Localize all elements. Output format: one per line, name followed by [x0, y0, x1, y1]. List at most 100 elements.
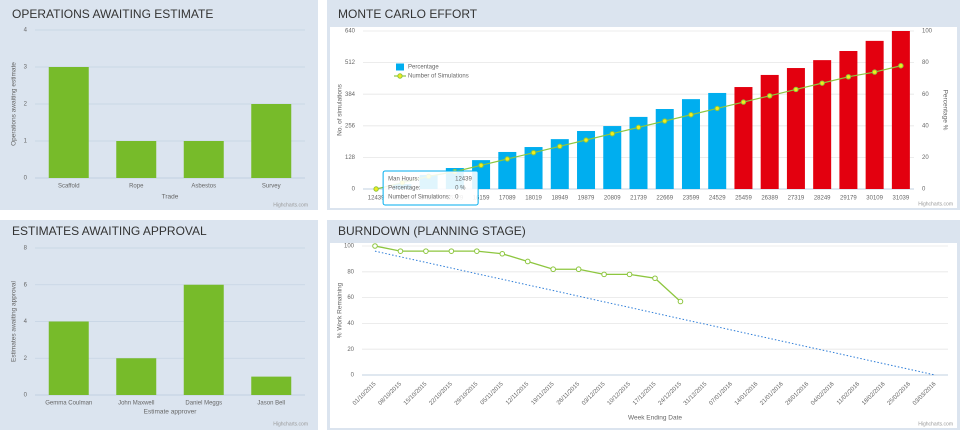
credits: Highcharts.com: [273, 421, 308, 427]
y2-axis-label: Percentage %: [941, 90, 948, 131]
bar: [116, 358, 157, 395]
y2-tick-label: 20: [922, 155, 929, 161]
marker: [652, 275, 658, 282]
panel: [0, 220, 318, 430]
marker: [524, 258, 531, 265]
x-tick-label: 20809: [604, 196, 621, 202]
y-tick-label: 0: [352, 187, 356, 193]
tooltip-label: Man Hours:: [388, 177, 419, 183]
x-tick-label: Survey: [262, 184, 281, 190]
x-tick-label: Daniel Meggs: [185, 401, 222, 407]
y-axis-label: % Work Remaining: [337, 282, 344, 338]
bar: [577, 130, 596, 189]
tooltip-value: 12439: [455, 177, 472, 183]
x-tick-label: 28249: [814, 196, 831, 202]
marker: [550, 266, 556, 273]
legend-marker: [397, 73, 403, 79]
y-tick-label: 384: [345, 92, 356, 98]
marker: [871, 69, 878, 75]
bar: [891, 31, 910, 189]
x-tick-label: 18949: [551, 196, 568, 202]
panel-title: BURNDOWN (PLANNING STAGE): [338, 224, 526, 238]
bar: [550, 139, 569, 189]
marker: [714, 105, 720, 112]
y-tick-label: 40: [347, 321, 354, 327]
bar: [183, 141, 224, 178]
tooltip-value: 0: [455, 195, 459, 201]
marker: [677, 298, 684, 305]
bar: [734, 87, 753, 189]
marker: [601, 271, 607, 278]
x-tick-label: 24529: [709, 196, 726, 202]
y-tick-label: 128: [345, 155, 356, 161]
bar: [655, 109, 674, 189]
marker: [626, 271, 633, 278]
y-tick-label: 4: [24, 28, 28, 34]
x-tick-label: 27319: [788, 196, 805, 202]
marker: [575, 266, 582, 273]
x-tick-label: Scaffold: [58, 184, 80, 190]
x-tick-label: 19879: [578, 196, 595, 202]
y-tick-label: 0: [351, 373, 355, 379]
x-tick-label: 26389: [761, 196, 778, 202]
legend-swatch: [396, 63, 404, 71]
x-tick-label: 16159: [473, 196, 490, 202]
y-tick-label: 80: [347, 269, 354, 275]
bar: [786, 68, 805, 189]
bar: [839, 50, 858, 190]
marker: [819, 80, 825, 86]
marker: [372, 243, 378, 249]
y-tick-label: 640: [345, 29, 356, 35]
marker: [474, 248, 480, 254]
x-tick-label: 18019: [525, 196, 542, 202]
y2-tick-label: 40: [922, 123, 929, 129]
y-axis-label: No. of simulations: [337, 83, 344, 135]
legend-label: Number of Simulations: [408, 74, 469, 80]
x-tick-label: John Maxwell: [118, 401, 154, 407]
bar: [251, 104, 292, 178]
bar: [524, 147, 543, 189]
marker: [766, 93, 773, 99]
marker: [662, 118, 668, 124]
credits: Highcharts.com: [273, 202, 308, 208]
y-tick-label: 4: [24, 319, 28, 325]
panel-title: OPERATIONS AWAITING ESTIMATE: [12, 7, 213, 21]
y2-tick-label: 100: [922, 29, 933, 35]
bar: [116, 141, 157, 178]
y-axis-label: Estimates awaiting approval: [11, 280, 18, 361]
tooltip-label: Number of Simulations:: [388, 195, 451, 201]
y-tick-label: 2: [24, 102, 28, 108]
y-tick-label: 60: [347, 295, 354, 301]
marker: [635, 124, 642, 131]
marker: [397, 248, 404, 254]
y-tick-label: 0: [24, 393, 28, 399]
marker: [448, 248, 455, 254]
y-tick-label: 100: [344, 244, 355, 250]
tooltip-label: Percentage:: [388, 186, 421, 192]
bar: [251, 376, 292, 395]
x-tick-label: Asbestos: [191, 184, 216, 190]
y2-tick-label: 80: [922, 60, 929, 66]
bar: [603, 126, 622, 189]
x-tick-label: 30109: [866, 196, 883, 202]
y-tick-label: 512: [345, 60, 356, 66]
bar: [681, 99, 700, 189]
panel-title: ESTIMATES AWAITING APPROVAL: [12, 224, 207, 238]
x-tick-label: 29179: [840, 196, 857, 202]
x-tick-label: Gemma Coulman: [45, 401, 92, 407]
marker: [793, 86, 799, 93]
bar: [865, 40, 884, 189]
marker: [609, 131, 615, 137]
y-tick-label: 6: [24, 282, 28, 288]
bar: [48, 67, 89, 178]
x-tick-label: 21739: [630, 196, 647, 202]
y-tick-label: 3: [24, 65, 28, 71]
x-tick-label: Rope: [129, 184, 144, 190]
x-tick-label: 23599: [683, 196, 700, 202]
line: [374, 250, 936, 376]
bar: [629, 116, 648, 189]
x-tick-label: 22669: [656, 196, 673, 202]
bar: [498, 151, 517, 189]
marker: [423, 248, 429, 254]
